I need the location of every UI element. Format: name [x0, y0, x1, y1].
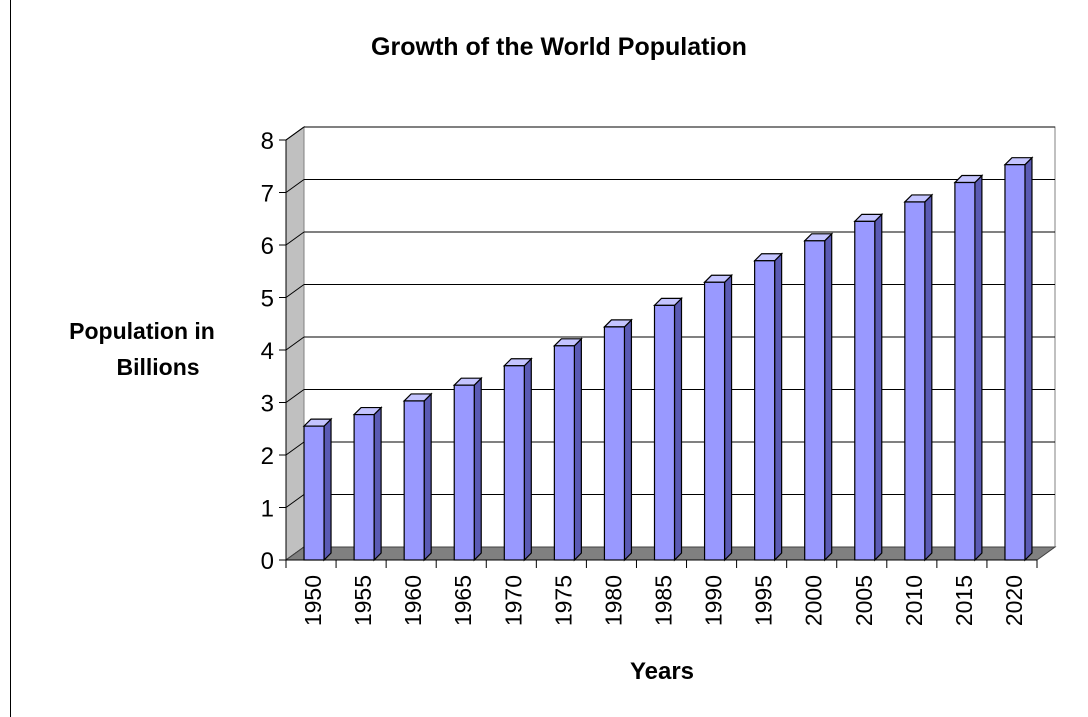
x-tick-label: 2000 [801, 575, 827, 626]
bar [954, 181, 976, 561]
x-tick-label: 1980 [600, 575, 626, 626]
x-tick-label: 2010 [901, 575, 927, 626]
y-tick-label: 3 [261, 391, 274, 418]
bar-side [774, 252, 783, 562]
y-tick-label: 7 [261, 181, 274, 208]
x-tick-label: 1985 [651, 575, 677, 626]
plot-area: 0 1 2 3 4 5 6 7 8 1950 1955 1960 1965 1970 1975 1980 198… [261, 126, 1057, 626]
bar-side [473, 376, 482, 562]
bar [904, 201, 926, 561]
x-tick-label: 1995 [751, 575, 777, 626]
bar [1004, 164, 1026, 561]
bar [703, 281, 726, 561]
bar-side [673, 296, 683, 562]
bar-side [623, 318, 633, 562]
x-tick-label: 2005 [851, 575, 877, 626]
gridline-side [285, 336, 305, 351]
bar [854, 220, 876, 561]
bar-side [573, 337, 582, 562]
bar [403, 400, 425, 561]
y-tick-label: 1 [261, 496, 274, 523]
bar [503, 365, 525, 561]
gridline-side [285, 494, 305, 508]
bar-side [824, 232, 833, 562]
y-tick-label: 5 [261, 286, 274, 313]
gridline-side [285, 126, 305, 141]
x-tick-label: 2020 [1001, 575, 1027, 626]
gridline-side [285, 179, 305, 193]
bar-side [874, 212, 883, 562]
gridline-side [285, 231, 305, 246]
bar-side [924, 193, 933, 562]
x-tick-label: 1950 [300, 575, 326, 626]
bar-side [523, 357, 532, 562]
bar [553, 345, 575, 561]
bar [453, 384, 475, 561]
bar [303, 425, 325, 561]
chart-title: Growth of the World Population [371, 33, 747, 61]
bar [603, 326, 626, 561]
bar-side [974, 174, 983, 562]
y-tick-label: 4 [261, 338, 274, 365]
bar-side [373, 406, 382, 562]
x-tick-label: 1960 [400, 575, 426, 626]
bar [653, 304, 676, 561]
gridline-side [285, 389, 305, 403]
bar [754, 260, 776, 561]
x-tick-label: 1955 [350, 575, 376, 626]
y-tick-label: 8 [261, 128, 274, 155]
y-tick-label: 6 [261, 233, 274, 260]
x-tick-label: 1965 [450, 575, 476, 626]
bar [804, 240, 826, 561]
bar-side [723, 273, 733, 562]
gridline-side [285, 284, 305, 298]
x-tick-label: 1970 [500, 575, 526, 626]
y-axis-label-line-2: Billions [116, 354, 199, 380]
y-tick-label: 0 [261, 548, 274, 575]
x-tick-label: 2015 [951, 575, 977, 626]
gridline-side [285, 441, 305, 456]
x-tick-label: 1990 [701, 575, 727, 626]
x-axis-label: Years [630, 658, 694, 685]
x-tick-label: 1975 [550, 575, 576, 626]
bar-side [323, 417, 332, 562]
bar-side [423, 392, 432, 562]
y-axis-label-line-1: Population in [69, 318, 215, 344]
bar [353, 413, 375, 561]
bar-side [1024, 156, 1033, 562]
y-tick-label: 2 [261, 443, 274, 470]
